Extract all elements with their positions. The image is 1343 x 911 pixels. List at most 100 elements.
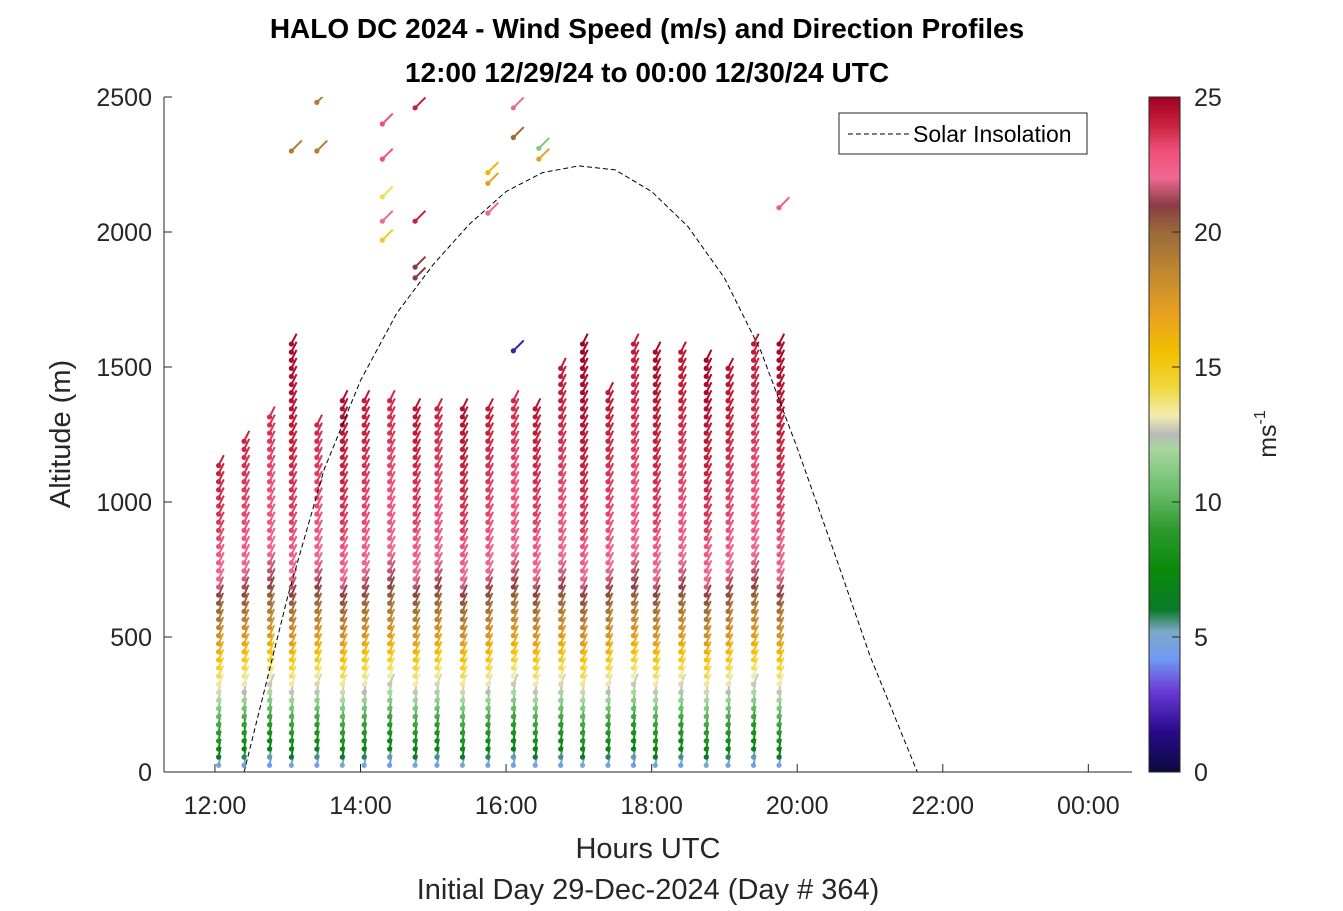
- wind-barb-point: [532, 730, 538, 736]
- wind-barb-point: [776, 608, 782, 614]
- wind-barb-point: [652, 568, 658, 574]
- wind-barb-point: [485, 503, 491, 509]
- wind-barb-point: [725, 438, 731, 444]
- wind-barb-point: [558, 714, 564, 720]
- wind-barb-point: [215, 608, 222, 614]
- y-axis-label: Altitude (m): [45, 360, 77, 508]
- wind-barb-point: [412, 705, 418, 712]
- wind-barb-point: [703, 422, 709, 428]
- wind-barb-point: [387, 438, 393, 444]
- wind-barb-point: [532, 624, 538, 631]
- wind-barb-point: [387, 746, 393, 752]
- colorbar-label-exponent: -1: [1252, 410, 1269, 424]
- wind-barb-point: [558, 503, 564, 509]
- wind-barb-point: [652, 438, 658, 444]
- wind-barb-point: [485, 641, 491, 647]
- wind-barb-point: [266, 722, 273, 728]
- wind-barb-point: [725, 624, 731, 631]
- wind-barb-point: [288, 381, 294, 388]
- wind-barb-point: [434, 584, 440, 590]
- wind-barb-point: [339, 641, 345, 647]
- wind-barb-point: [314, 681, 320, 687]
- wind-barb-point: [532, 746, 538, 752]
- wind-barb-point: [288, 414, 294, 420]
- wind-barb-point: [725, 365, 731, 371]
- wind-barb-point: [703, 446, 709, 452]
- wind-barb-point: [532, 454, 538, 461]
- wind-barb-point: [339, 414, 345, 420]
- wind-barb-point: [605, 390, 611, 396]
- wind-barb-point: [630, 535, 637, 542]
- wind-barb-point: [215, 746, 222, 752]
- wind-barb-point: [750, 584, 757, 590]
- wind-barb-point: [630, 454, 637, 461]
- wind-barb-point: [434, 714, 440, 720]
- wind-barb-point: [630, 689, 637, 695]
- wind-barb-point: [532, 762, 538, 768]
- wind-barb-point: [703, 406, 709, 412]
- wind-barb-point: [412, 495, 418, 501]
- wind-barb-point: [434, 511, 440, 517]
- wind-barb-point: [678, 762, 684, 768]
- wind-barb-point: [750, 641, 757, 647]
- wind-barb-point: [412, 264, 418, 270]
- wind-barb-point: [558, 754, 564, 760]
- wind-barb-point: [387, 487, 393, 493]
- wind-barb-point: [579, 697, 586, 704]
- wind-barb-point: [558, 722, 564, 728]
- wind-barb-point: [678, 624, 684, 631]
- wind-barb-point: [288, 446, 294, 452]
- wind-barb-point: [652, 422, 658, 428]
- wind-barb-point: [725, 568, 731, 574]
- wind-barb-point: [339, 543, 345, 550]
- wind-barb-point: [579, 665, 586, 671]
- wind-barb-point: [579, 584, 586, 590]
- wind-barb-point: [725, 633, 731, 639]
- wind-barb-point: [678, 754, 684, 760]
- wind-barb-point: [703, 665, 709, 671]
- wind-barb-point: [485, 584, 491, 590]
- wind-barb-point: [532, 495, 538, 501]
- wind-barb-point: [630, 754, 637, 760]
- wind-barb-point: [412, 543, 418, 550]
- wind-barb-point: [434, 462, 440, 469]
- wind-barb-point: [678, 560, 684, 566]
- wind-barb-point: [579, 487, 586, 493]
- wind-barb-point: [215, 633, 222, 639]
- wind-barb-point: [459, 754, 466, 760]
- wind-barb-point: [652, 730, 658, 736]
- wind-barb-point: [579, 349, 586, 355]
- wind-barb-point: [579, 600, 586, 606]
- wind-barb-point: [532, 503, 538, 509]
- wind-barb-point: [776, 454, 782, 461]
- wind-barb-point: [241, 584, 247, 590]
- wind-barb-point: [266, 471, 273, 477]
- wind-barb-point: [725, 479, 731, 485]
- wind-barb-point: [485, 438, 491, 444]
- wind-barb-point: [485, 730, 491, 736]
- wind-barb-point: [630, 414, 637, 420]
- wind-barb-point: [459, 762, 466, 768]
- wind-barb-point: [776, 503, 782, 509]
- wind-barb-point: [434, 657, 440, 663]
- wind-barb-point: [339, 527, 345, 533]
- wind-barb-point: [750, 519, 757, 525]
- wind-barb-point: [241, 543, 247, 550]
- wind-barb-point: [314, 527, 320, 533]
- wind-barb-point: [776, 681, 782, 687]
- wind-barb-point: [579, 576, 586, 582]
- plot-area: 12:00 14:00 16:00 18:00 20:00 22:00 00:00 0 500…: [96, 84, 1132, 820]
- wind-barb-point: [510, 398, 516, 404]
- wind-barb-point: [605, 487, 611, 493]
- wind-barb-point: [510, 681, 516, 687]
- wind-barb-point: [678, 673, 684, 679]
- wind-barb-point: [532, 689, 538, 695]
- wind-barb-point: [510, 105, 516, 111]
- wind-barb-point: [579, 746, 586, 752]
- wind-barb-point: [558, 527, 564, 533]
- wind-barb-point: [387, 519, 393, 525]
- wind-barb-point: [652, 722, 658, 728]
- wind-barb-point: [725, 560, 731, 566]
- wind-barb-point: [412, 616, 418, 623]
- wind-barb-point: [434, 673, 440, 679]
